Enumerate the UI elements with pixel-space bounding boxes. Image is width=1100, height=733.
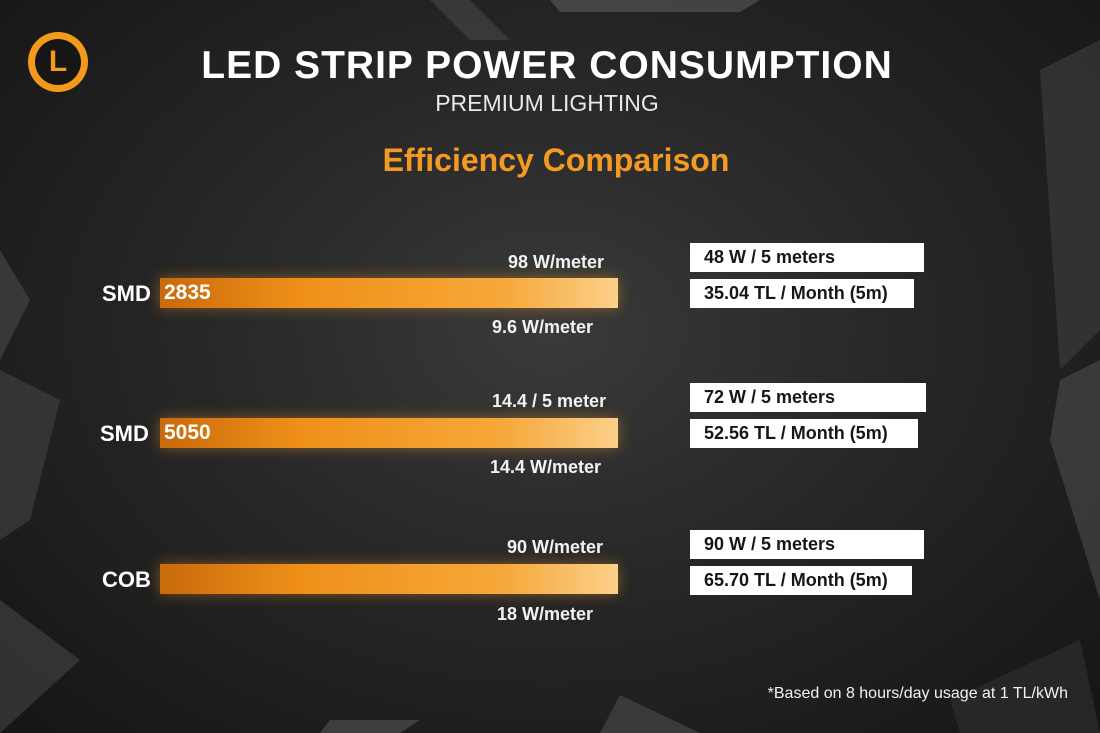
page-title: LED STRIP POWER CONSUMPTION [201,44,893,87]
power-info-box: 48 W / 5 meters [690,243,924,272]
bg-facet [0,600,80,733]
chart-bar: 5050 [160,418,618,448]
cost-info-box: 35.04 TL / Month (5m) [690,279,914,308]
brand-logo-letter: L [35,39,81,85]
bar-label: 5050 [164,421,211,444]
bg-facet [550,0,760,12]
bar-label: 2835 [164,281,211,304]
bar-annotation-above: 98 W/meter [508,252,605,272]
brand-logo: L [28,32,88,92]
bg-facet [600,695,700,733]
cost-info-box: 65.70 TL / Month (5m) [690,566,912,595]
footnote: *Based on 8 hours/day usage at 1 TL/kWh [767,685,1068,702]
bg-facet [1040,40,1100,370]
bar-annotation-below: 9.6 W/meter [492,317,594,337]
row-label: SMD [100,421,149,446]
page-subtitle: PREMIUM LIGHTING [435,90,659,116]
bg-facet [1050,360,1100,600]
row-label: SMD [102,281,151,306]
chart-bar: 2835 [160,278,618,308]
bg-facet [320,720,420,733]
bar-annotation-below: 18 W/meter [497,604,594,624]
chart-bar [160,564,618,594]
bar-annotation-below: 14.4 W/meter [490,457,602,477]
power-info-box: 90 W / 5 meters [690,530,924,559]
cost-info-box: 52.56 TL / Month (5m) [690,419,918,448]
section-title: Efficiency Comparison [382,142,730,178]
bg-facet [0,370,60,540]
bar-annotation-above: 90 W/meter [507,537,604,557]
row-label: COB [102,567,151,592]
bg-facet [0,250,30,360]
bg-facet [950,640,1100,733]
bg-facet [430,0,510,40]
bar-annotation-above: 14.4 / 5 meter [492,391,607,411]
power-info-box: 72 W / 5 meters [690,383,926,412]
